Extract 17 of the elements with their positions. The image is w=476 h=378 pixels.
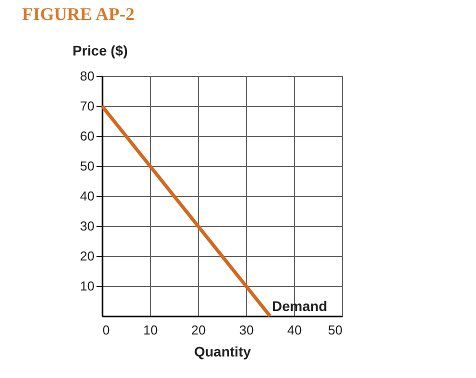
y-tick-label: 60 — [80, 128, 94, 144]
y-tick-label: 70 — [80, 98, 94, 114]
x-tick-label: 30 — [239, 322, 254, 338]
x-tick-label: 40 — [287, 322, 302, 338]
x-tick-label: 50 — [328, 322, 342, 338]
chart-title: FIGURE AP-2 — [22, 4, 134, 24]
x-tick-label: 20 — [191, 322, 206, 338]
y-tick-label: 20 — [80, 248, 94, 264]
y-tick-label: 10 — [80, 278, 94, 294]
x-tick-label: 10 — [143, 322, 158, 338]
x-axis-title: Quantity — [194, 344, 252, 360]
y-tick-label: 50 — [80, 158, 94, 174]
y-tick-label: 30 — [80, 218, 94, 234]
y-tick-label: 80 — [80, 68, 94, 84]
y-tick-label: 40 — [80, 188, 94, 204]
x-tick-label: 0 — [102, 322, 110, 338]
y-axis-title: Price ($) — [72, 42, 128, 58]
